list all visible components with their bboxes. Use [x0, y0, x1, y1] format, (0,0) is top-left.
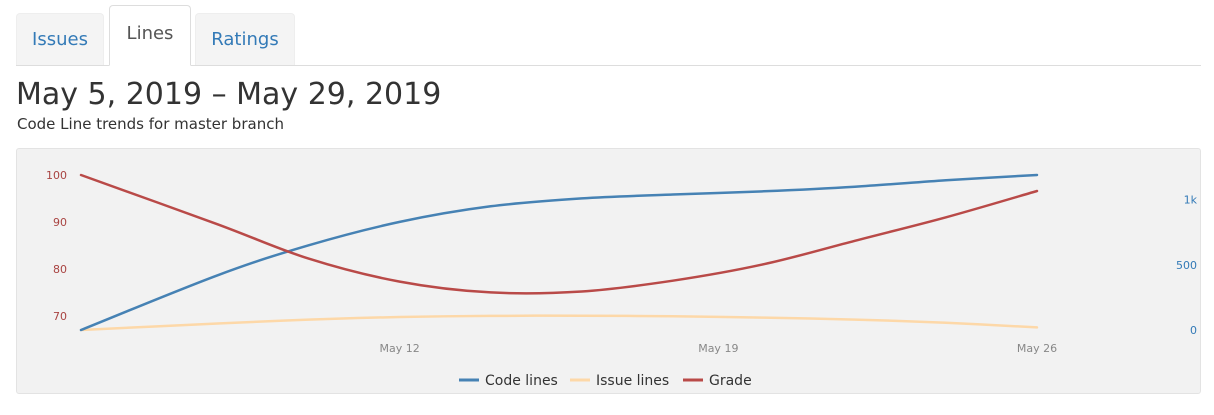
legend-label-grade: Grade — [709, 373, 752, 389]
right-axis-tick-label: 1k — [1184, 194, 1198, 207]
tab-issues[interactable]: Issues — [16, 13, 104, 65]
series-line-code-lines — [79, 173, 1039, 332]
x-axis: May 12 May 19 May 26 — [380, 342, 1058, 355]
left-y-axis: 70 80 90 100 — [46, 169, 67, 323]
x-axis-tick-label: May 12 — [380, 342, 420, 355]
left-axis-tick-label: 90 — [53, 216, 67, 229]
legend-label-code-lines: Code lines — [485, 373, 558, 389]
series-group — [79, 173, 1039, 332]
page-title: May 5, 2019 – May 29, 2019 — [16, 77, 442, 112]
chart-legend: Code lines Issue lines Grade — [459, 373, 752, 389]
tab-bar: Issues Lines Ratings — [16, 5, 1201, 66]
page-subtitle: Code Line trends for master branch — [17, 115, 284, 133]
right-axis-tick-label: 500 — [1176, 259, 1197, 272]
left-axis-tick-label: 100 — [46, 169, 67, 182]
left-axis-tick-label: 70 — [53, 310, 67, 323]
legend-label-issue-lines: Issue lines — [596, 373, 669, 389]
line-chart: 70 80 90 100 0 500 1k May 12 May 19 May 26 Code… — [46, 169, 1198, 389]
chart-panel: 70 80 90 100 0 500 1k May 12 May 19 May 26 Code… — [16, 148, 1201, 394]
series-line-issue-lines — [79, 314, 1039, 332]
right-y-axis: 0 500 1k — [1176, 194, 1198, 337]
x-axis-tick-label: May 19 — [698, 342, 738, 355]
tab-lines[interactable]: Lines — [109, 5, 191, 66]
x-axis-tick-label: May 26 — [1017, 342, 1057, 355]
tab-ratings[interactable]: Ratings — [195, 13, 295, 65]
right-axis-tick-label: 0 — [1190, 324, 1197, 337]
series-line-grade — [79, 173, 1039, 295]
left-axis-tick-label: 80 — [53, 263, 67, 276]
